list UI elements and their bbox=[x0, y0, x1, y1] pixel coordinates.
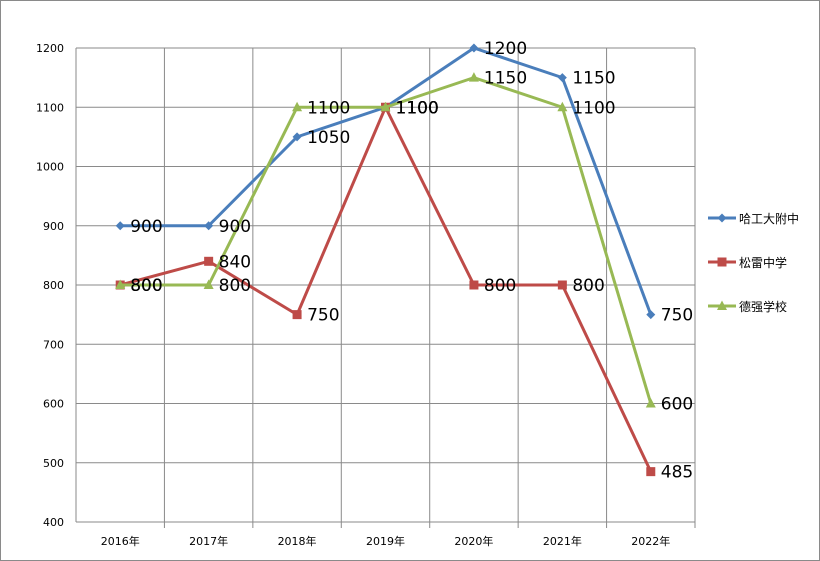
y-tick-label: 800 bbox=[43, 279, 64, 292]
data-point bbox=[292, 132, 302, 142]
data-label: 600 bbox=[661, 395, 693, 415]
series-3 bbox=[115, 72, 656, 408]
data-label: 800 bbox=[219, 276, 251, 296]
data-label: 800 bbox=[130, 276, 162, 296]
legend-marker bbox=[717, 213, 727, 223]
legend-entry: 德强学校 bbox=[708, 299, 787, 314]
data-point bbox=[204, 256, 214, 266]
x-tick-label: 2019年 bbox=[366, 534, 405, 548]
data-label: 840 bbox=[219, 252, 251, 272]
data-label: 800 bbox=[572, 276, 604, 296]
series-group bbox=[115, 43, 656, 477]
data-point bbox=[115, 279, 126, 289]
data-point bbox=[557, 280, 567, 290]
data-point bbox=[204, 221, 214, 231]
y-tick-label: 1000 bbox=[36, 161, 64, 174]
y-tick-label: 700 bbox=[43, 338, 64, 351]
legend-marker bbox=[717, 257, 727, 267]
legend-label: 德强学校 bbox=[739, 299, 787, 314]
data-point bbox=[557, 73, 567, 83]
x-axis-ticks: 2016年 2017年 2018年 2019年 2020年 2021年 2022年 bbox=[101, 534, 671, 548]
legend-entry: 哈工大附中 bbox=[708, 211, 799, 226]
data-label: 1150 bbox=[484, 69, 527, 89]
data-point bbox=[646, 310, 656, 320]
data-label: 1100 bbox=[307, 98, 350, 118]
data-point bbox=[646, 467, 656, 477]
data-point bbox=[203, 279, 214, 289]
data-label: 900 bbox=[130, 217, 162, 237]
x-tick-label: 2021年 bbox=[543, 534, 582, 548]
x-tick-label: 2020年 bbox=[454, 534, 493, 548]
data-label: 1100 bbox=[396, 98, 439, 118]
data-label: 750 bbox=[307, 306, 339, 326]
data-point bbox=[292, 310, 302, 320]
y-tick-label: 500 bbox=[43, 457, 64, 470]
legend-marker bbox=[717, 300, 727, 310]
y-tick-label: 1200 bbox=[36, 42, 64, 55]
series-line bbox=[120, 46, 653, 316]
data-label: 1150 bbox=[572, 69, 615, 89]
x-tick-label: 2017年 bbox=[189, 534, 228, 548]
y-tick-label: 900 bbox=[43, 220, 64, 233]
data-point bbox=[115, 221, 125, 231]
x-tick-label: 2022年 bbox=[631, 534, 670, 548]
legend-label: 松雷中学 bbox=[739, 255, 787, 270]
series-line bbox=[119, 105, 653, 473]
data-point bbox=[292, 101, 303, 112]
y-tick-label: 600 bbox=[43, 398, 64, 411]
data-label: 1100 bbox=[396, 98, 439, 118]
data-label: 1100 bbox=[572, 98, 615, 118]
data-label: 1050 bbox=[307, 128, 350, 148]
data-label: 900 bbox=[219, 217, 251, 237]
data-point bbox=[469, 43, 479, 53]
data-point bbox=[469, 280, 479, 290]
legend-entry: 松雷中学 bbox=[708, 255, 787, 270]
data-point bbox=[645, 398, 656, 408]
x-tick-label: 2018年 bbox=[278, 534, 317, 548]
data-label: 1100 bbox=[396, 98, 439, 118]
y-tick-label: 400 bbox=[43, 516, 64, 529]
series-line bbox=[120, 76, 653, 404]
data-label: 1200 bbox=[484, 39, 527, 59]
data-label: 800 bbox=[484, 276, 516, 296]
data-label: 800 bbox=[130, 276, 162, 296]
gridlines bbox=[75, 47, 696, 528]
legend-label: 哈工大附中 bbox=[739, 211, 799, 226]
data-label: 485 bbox=[661, 463, 693, 483]
y-tick-label: 1100 bbox=[36, 101, 64, 114]
data-point bbox=[380, 101, 391, 112]
data-labels: 900 900 1050 1100 1200 1150 750 800 840 750 1100 80… bbox=[130, 39, 693, 483]
data-label: 750 bbox=[661, 306, 693, 326]
y-axis-ticks: 400 500 600 700 800 900 1000 1100 1200 bbox=[36, 42, 64, 529]
data-point bbox=[468, 72, 479, 82]
x-tick-label: 2016年 bbox=[101, 534, 140, 548]
data-point bbox=[557, 101, 568, 112]
